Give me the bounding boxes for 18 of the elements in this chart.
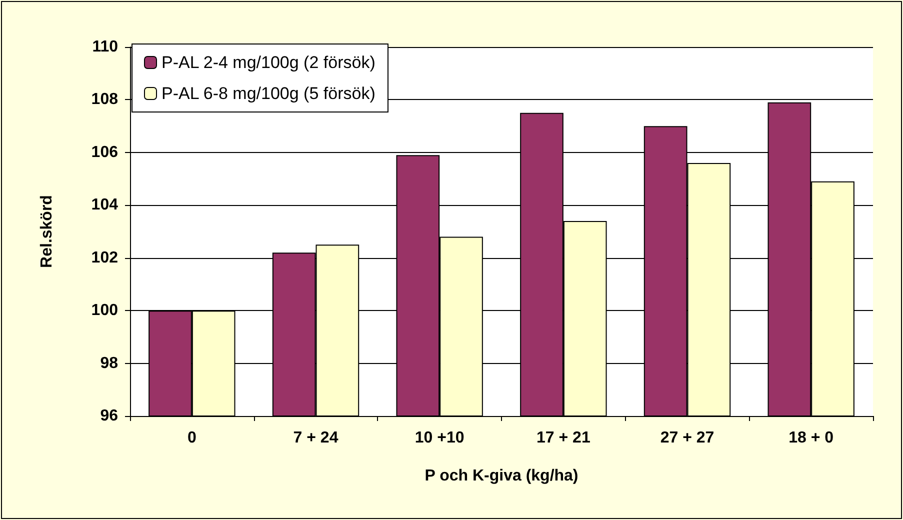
y-tick-label: 110 xyxy=(92,38,118,56)
x-axis-title: P och K-giva (kg/ha) xyxy=(424,468,578,484)
x-tick-label: 18 + 0 xyxy=(788,430,834,446)
y-axis-title: Rel.skörd xyxy=(38,195,56,268)
y-tick-label: 98 xyxy=(100,354,118,372)
legend-label: P-AL 6-8 mg/100g (5 försök) xyxy=(162,84,376,103)
y-tick-label: 100 xyxy=(91,302,118,320)
legend-label: P-AL 2-4 mg/100g (2 försök) xyxy=(162,53,376,72)
x-tick-label: 10 +10 xyxy=(414,430,464,446)
y-tick-label: 104 xyxy=(91,196,118,214)
y-tick-label: 106 xyxy=(91,144,118,161)
x-tick-label: 7 + 24 xyxy=(293,430,338,446)
y-tick-label: 96 xyxy=(100,408,118,424)
y-tick-label: 102 xyxy=(91,249,118,266)
x-tick-label: 27 + 27 xyxy=(660,430,714,446)
x-tick-label: 17 + 21 xyxy=(536,430,590,446)
x-tick-label: 0 xyxy=(187,430,196,446)
y-tick-label: 108 xyxy=(91,91,118,108)
